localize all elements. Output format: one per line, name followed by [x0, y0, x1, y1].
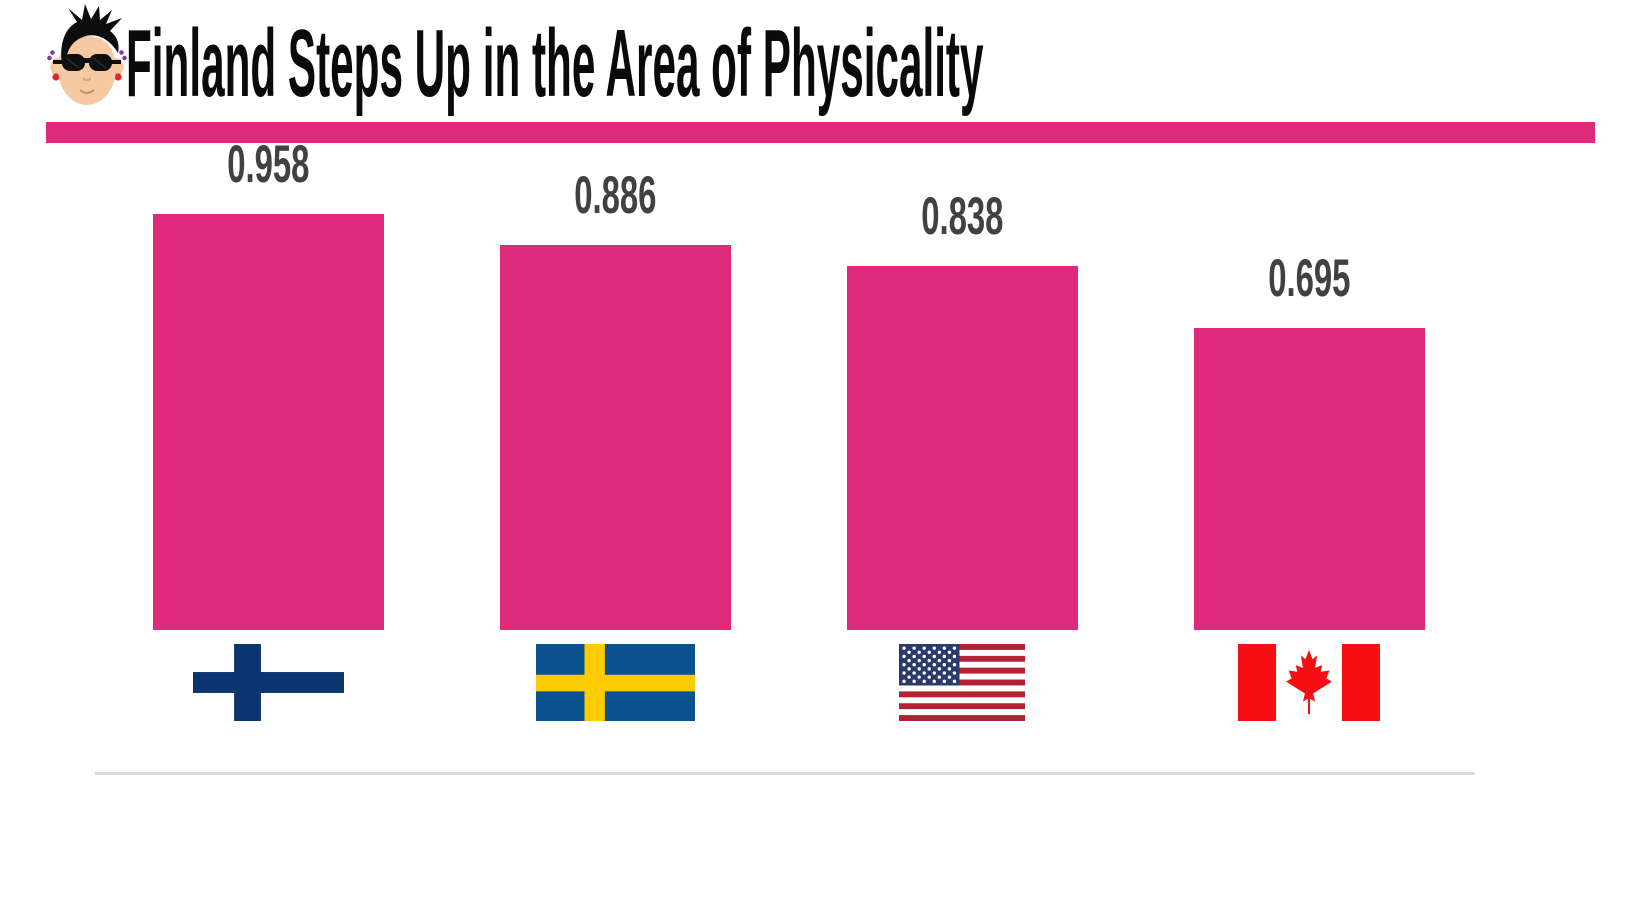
- bar-sweden: [499, 245, 731, 630]
- mascot-logo-icon: [47, 4, 127, 105]
- x-axis-line: [95, 772, 1475, 775]
- bar-united-states: [846, 266, 1078, 630]
- purple-stud-icon: [119, 50, 124, 55]
- mohawk-hair-icon: [61, 4, 122, 64]
- red-earring-icon: [52, 73, 60, 81]
- mascot-nose: [82, 77, 92, 81]
- page-title-text: Finland Steps Up in the Area of Physical…: [126, 10, 984, 117]
- page-title: Finland Steps Up in the Area of Physical…: [126, 16, 1647, 112]
- sunglasses-icon: [53, 54, 121, 71]
- bar-value-label: 0.695: [1267, 249, 1351, 309]
- bar-value-label: 0.886: [573, 166, 657, 226]
- mascot-mouth: [79, 89, 95, 94]
- finland-flag-icon: [192, 644, 344, 721]
- bar-canada: [1193, 328, 1425, 630]
- purple-stud-icon: [50, 50, 55, 55]
- purple-stud-icon: [122, 55, 127, 61]
- mascot-face: [58, 36, 116, 105]
- usa-flag-icon: [899, 644, 1025, 721]
- canada-flag-icon: [1238, 644, 1380, 721]
- bar-value-label: 0.958: [226, 135, 310, 195]
- bar-value-label: 0.838: [920, 187, 1004, 247]
- title-underline-ribbon: [46, 122, 1595, 143]
- purple-stud-icon: [47, 55, 52, 61]
- sweden-flag-icon: [535, 644, 695, 721]
- bar-finland: [152, 214, 384, 630]
- red-earring-icon: [114, 73, 122, 81]
